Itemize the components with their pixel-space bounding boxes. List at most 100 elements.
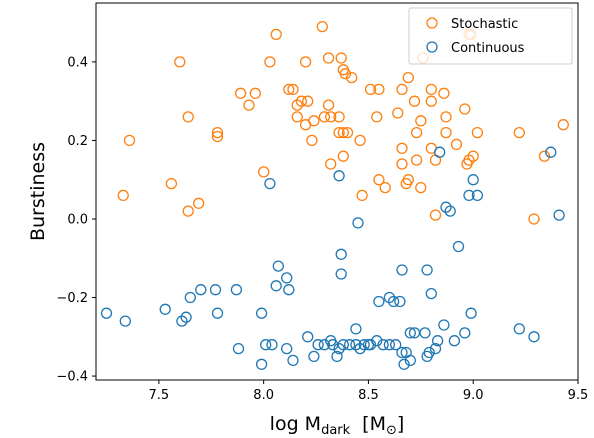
x-tick-label: 8.0 bbox=[253, 388, 274, 403]
continuous-point bbox=[452, 240, 465, 253]
continuous-point bbox=[230, 284, 243, 296]
stochastic-point bbox=[373, 174, 385, 186]
continuous-point bbox=[350, 323, 362, 335]
continuous-point bbox=[209, 284, 222, 296]
stochastic-point bbox=[459, 103, 471, 115]
stochastic-point bbox=[337, 150, 349, 162]
continuous-point bbox=[211, 307, 224, 319]
x-axis-label-unit-open: [M bbox=[362, 413, 386, 435]
stochastic-point bbox=[335, 52, 347, 64]
continuous-point bbox=[373, 295, 385, 308]
stochastic-point bbox=[341, 126, 354, 139]
stochastic-point bbox=[354, 134, 366, 147]
continuous-point bbox=[260, 339, 272, 351]
legend-label-stochastic: Stochastic bbox=[451, 17, 518, 32]
stochastic-point bbox=[402, 71, 414, 84]
stochastic-point bbox=[440, 126, 452, 139]
legend-box bbox=[408, 7, 573, 65]
continuous-point bbox=[302, 331, 314, 343]
stochastic-point bbox=[425, 95, 437, 107]
continuous-point bbox=[264, 177, 276, 190]
continuous-point bbox=[255, 307, 268, 319]
stochastic-point bbox=[392, 107, 404, 119]
stochastic-point bbox=[408, 95, 421, 107]
continuous-point bbox=[281, 342, 293, 355]
continuous-point bbox=[337, 339, 349, 351]
continuous-point bbox=[463, 189, 475, 202]
stochastic-point bbox=[234, 87, 247, 99]
data-points bbox=[100, 20, 569, 370]
y-tick-label: 0.2 bbox=[67, 134, 88, 149]
continuous-point bbox=[100, 307, 113, 319]
stochastic-point bbox=[425, 83, 437, 96]
stochastic-point bbox=[243, 99, 255, 111]
stochastic-point bbox=[295, 95, 308, 107]
continuous-point bbox=[377, 339, 389, 351]
x-axis-label: log Mdark [M⊙] bbox=[270, 413, 405, 438]
continuous-point bbox=[528, 331, 540, 343]
y-axis-label: Burstiness bbox=[27, 142, 49, 241]
x-axis-label-unit-subscript: ⊙ bbox=[386, 423, 397, 438]
continuous-point bbox=[513, 323, 525, 335]
stochastic-point bbox=[356, 189, 368, 202]
continuous-point bbox=[119, 315, 131, 327]
continuous-point bbox=[333, 170, 345, 182]
continuous-point bbox=[421, 264, 433, 276]
stochastic-point bbox=[291, 111, 303, 123]
stochastic-point bbox=[325, 111, 337, 123]
stochastic-point bbox=[165, 177, 178, 190]
stochastic-point bbox=[270, 28, 282, 41]
y-tick-label: 0.0 bbox=[67, 212, 88, 227]
continuous-point bbox=[335, 268, 347, 280]
continuous-point bbox=[398, 358, 410, 370]
continuous-point bbox=[362, 339, 375, 351]
continuous-point bbox=[431, 335, 444, 347]
stochastic-point bbox=[302, 95, 314, 107]
stochastic-point bbox=[461, 158, 473, 170]
continuous-point bbox=[396, 346, 408, 359]
stochastic-point bbox=[402, 174, 414, 186]
legend-label-continuous: Continuous bbox=[451, 41, 525, 56]
continuous-point bbox=[387, 295, 400, 308]
continuous-point bbox=[270, 280, 282, 292]
y-tick-label: 0.4 bbox=[67, 55, 88, 70]
continuous-point bbox=[444, 205, 456, 217]
stochastic-point bbox=[182, 111, 194, 123]
continuous-point bbox=[335, 248, 347, 260]
stochastic-point bbox=[410, 126, 423, 139]
y-axis-ticks: −0.4 −0.2 0.0 0.2 0.4 bbox=[56, 55, 96, 385]
x-tick-label: 7.5 bbox=[149, 388, 170, 403]
x-tick-label: 9.0 bbox=[463, 388, 484, 403]
continuous-point bbox=[423, 346, 435, 359]
stochastic-point bbox=[557, 119, 569, 131]
x-axis-ticks: 7.5 8.0 8.5 9.0 9.5 bbox=[149, 380, 588, 403]
y-tick-label: −0.4 bbox=[56, 370, 88, 385]
continuous-point bbox=[440, 201, 452, 213]
stochastic-point bbox=[123, 134, 136, 147]
continuous-point bbox=[434, 146, 446, 158]
stochastic-point bbox=[364, 83, 377, 96]
stochastic-point bbox=[283, 83, 295, 96]
stochastic-point bbox=[528, 213, 540, 225]
stochastic-point bbox=[440, 111, 452, 123]
continuous-point bbox=[159, 303, 171, 315]
stochastic-point bbox=[325, 158, 337, 170]
stochastic-point bbox=[371, 111, 383, 123]
stochastic-point bbox=[467, 150, 479, 162]
continuous-point bbox=[272, 260, 284, 272]
continuous-point bbox=[465, 307, 477, 319]
continuous-point bbox=[287, 354, 299, 367]
stochastic-point bbox=[450, 138, 463, 151]
continuous-point bbox=[429, 342, 442, 355]
stochastic-point bbox=[513, 126, 525, 139]
plot-frame bbox=[95, 2, 579, 381]
continuous-point bbox=[333, 342, 345, 355]
stochastic-point bbox=[346, 71, 358, 84]
continuous-point bbox=[232, 342, 245, 355]
stochastic-point bbox=[249, 87, 261, 99]
y-tick-label: −0.2 bbox=[56, 291, 88, 306]
stochastic-point bbox=[471, 126, 484, 139]
continuous-point bbox=[438, 319, 450, 331]
continuous-point bbox=[471, 189, 484, 202]
